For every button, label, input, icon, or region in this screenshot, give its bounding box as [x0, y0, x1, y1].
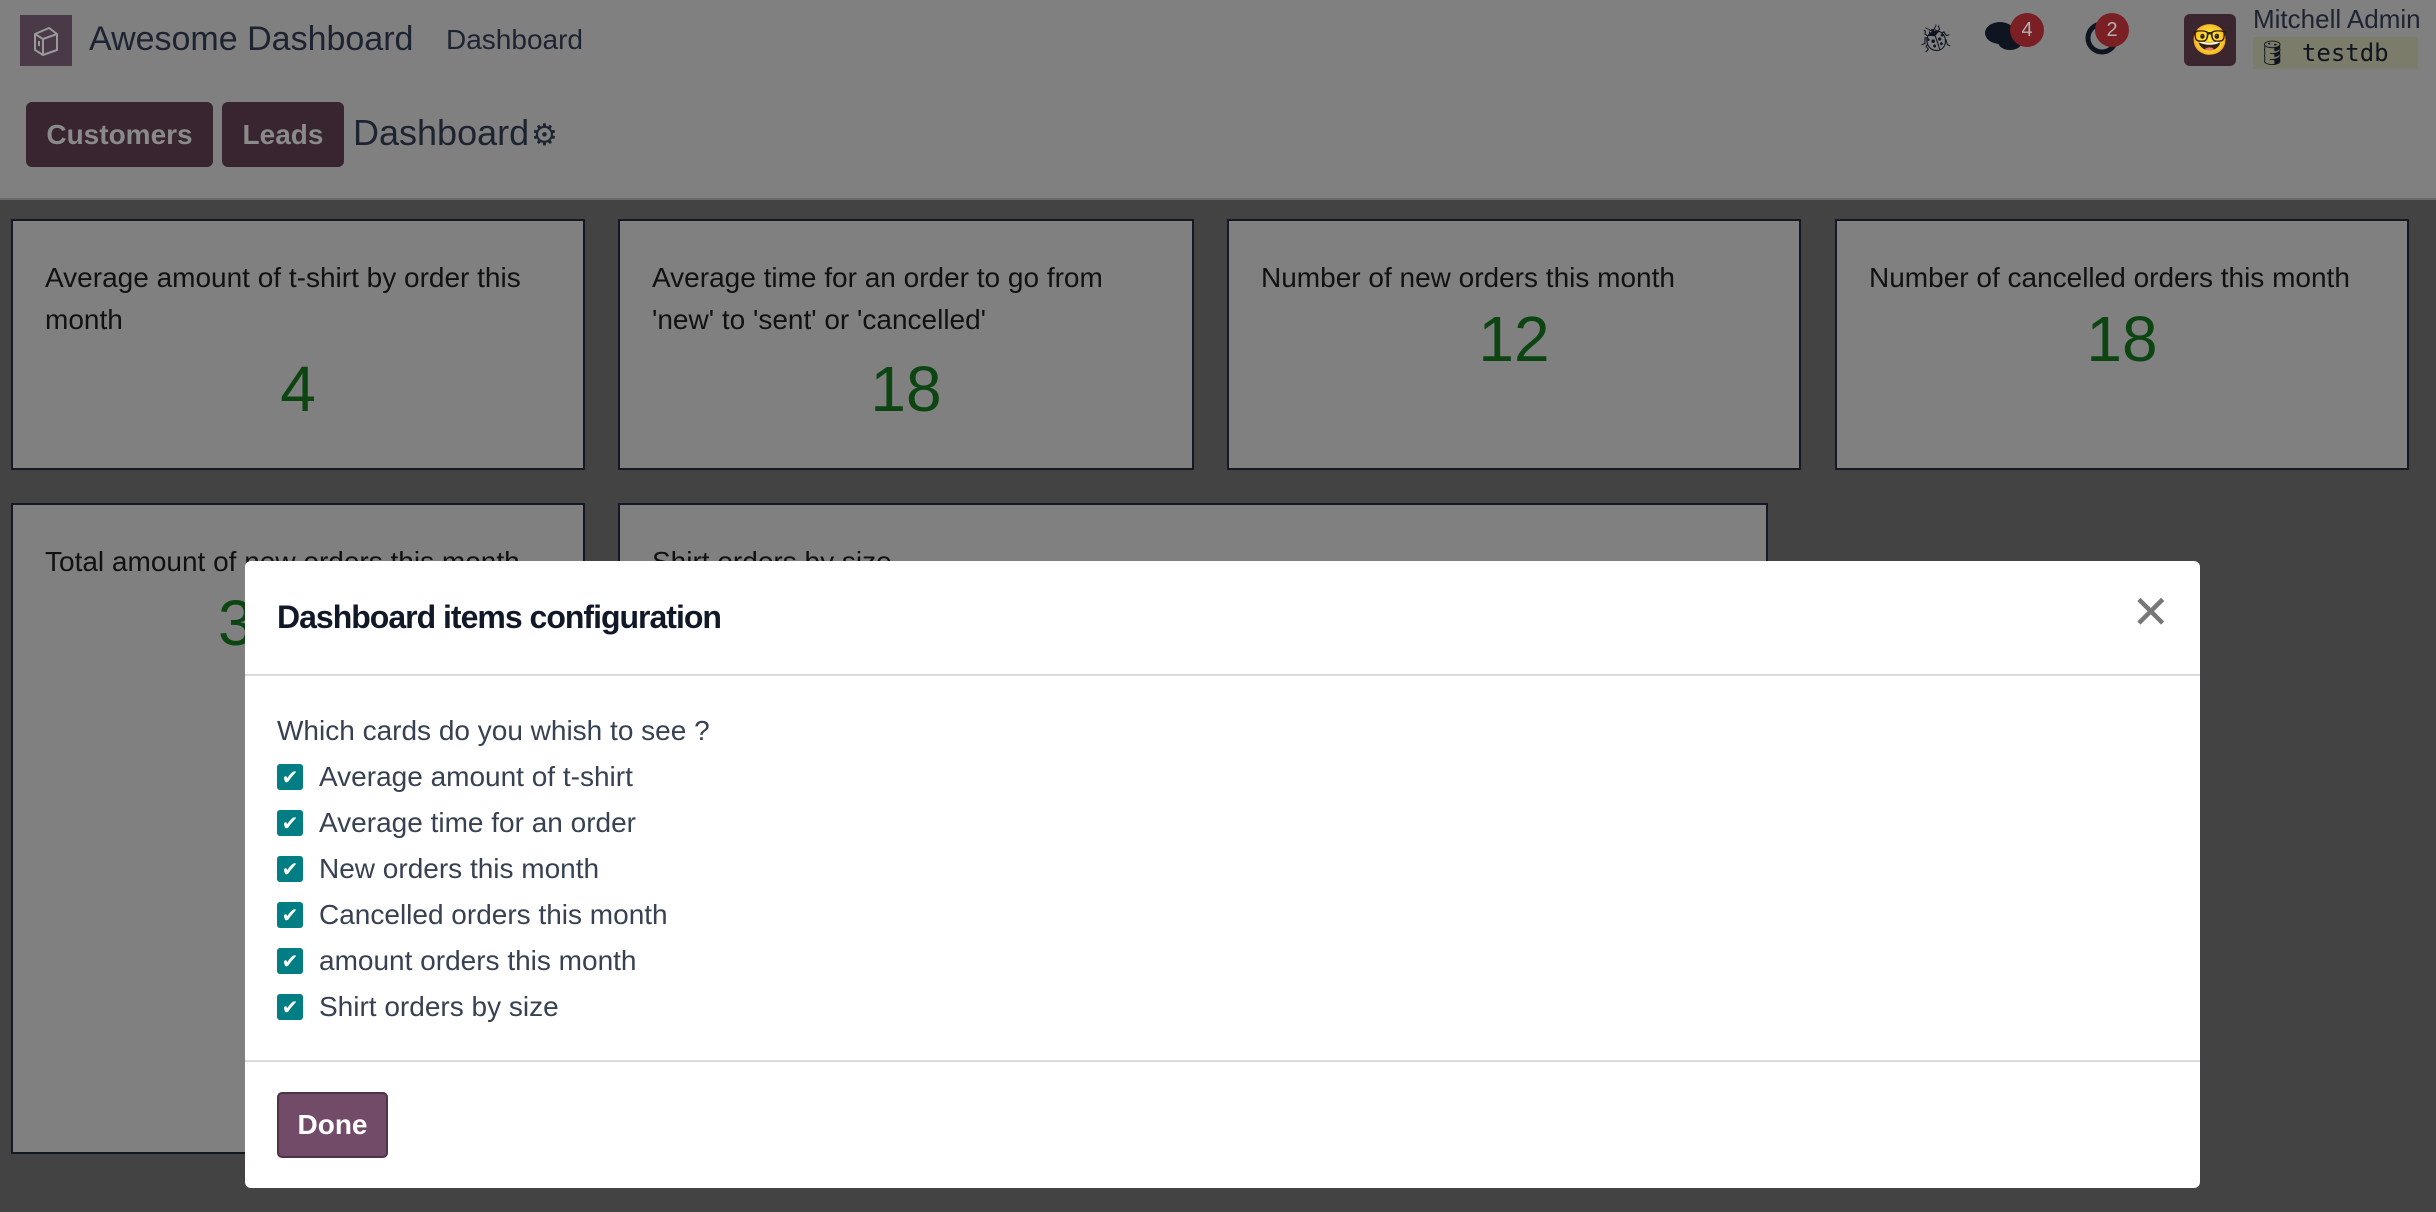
breadcrumb: Dashboard [353, 112, 530, 153]
avatar[interactable]: 🤓 [2184, 14, 2236, 66]
option-label[interactable]: New orders this month [319, 853, 600, 884]
database-icon: 🛢︎ [2257, 39, 2288, 67]
database-badge: 🛢︎ testdb [2253, 37, 2418, 69]
navbar: Awesome Dashboard Dashboard 🐞︎ 4 2 🤓 Mit… [0, 0, 2436, 80]
option-row[interactable]: ✔ Shirt orders by size [277, 984, 2168, 1030]
database-name: testdb [2301, 39, 2389, 67]
option-row[interactable]: ✔ Average time for an order [277, 800, 2168, 846]
option-row[interactable]: ✔ amount orders this month [277, 938, 2168, 984]
card-value: 12 [1478, 303, 1550, 375]
option-row[interactable]: ✔ Cancelled orders this month [277, 892, 2168, 938]
activities-badge: 2 [2095, 13, 2129, 47]
card-avg-tshirt: Average amount of t-shirt by order this … [11, 219, 585, 470]
control-panel [0, 80, 2436, 200]
dialog-footer: Done [245, 1060, 2200, 1188]
card-value: 18 [2086, 303, 2158, 375]
card-title: Number of cancelled orders this month [1869, 262, 2350, 293]
card-title: Average amount of t-shirt by order this … [45, 262, 521, 335]
option-label[interactable]: Average time for an order [319, 807, 636, 838]
bug-icon[interactable]: 🐞︎ [1918, 23, 1954, 54]
checkbox-checked-icon[interactable]: ✔ [277, 994, 303, 1020]
option-row[interactable]: ✔ New orders this month [277, 846, 2168, 892]
checkbox-checked-icon[interactable]: ✔ [277, 948, 303, 974]
checkbox-checked-icon[interactable]: ✔ [277, 902, 303, 928]
option-label[interactable]: Shirt orders by size [319, 991, 559, 1022]
dialog-body: Which cards do you whish to see ? ✔ Avera… [245, 676, 2200, 1060]
config-dialog: Dashboard items configuration ✕ Which ca… [245, 561, 2200, 1188]
option-label[interactable]: Cancelled orders this month [319, 899, 668, 930]
dialog-question: Which cards do you whish to see ? [277, 715, 710, 746]
checkbox-checked-icon[interactable]: ✔ [277, 856, 303, 882]
done-button[interactable]: Done [277, 1092, 388, 1158]
dialog-title: Dashboard items configuration [277, 599, 722, 635]
app-logo-icon[interactable] [20, 15, 72, 66]
leads-button[interactable]: Leads [222, 102, 344, 167]
gear-icon[interactable]: ⚙ [531, 119, 558, 152]
close-icon[interactable]: ✕ [2131, 586, 2170, 638]
option-row[interactable]: ✔ Average amount of t-shirt [277, 754, 2168, 800]
dialog-header: Dashboard items configuration ✕ [245, 561, 2200, 676]
messages-badge: 4 [2010, 13, 2044, 47]
user-name[interactable]: Mitchell Admin [2253, 4, 2421, 34]
option-label[interactable]: Average amount of t-shirt [319, 761, 633, 792]
card-value: 18 [870, 353, 942, 425]
card-cancelled-orders: Number of cancelled orders this month 18 [1835, 219, 2409, 470]
checkbox-checked-icon[interactable]: ✔ [277, 810, 303, 836]
card-title: Number of new orders this month [1261, 262, 1675, 293]
customers-button[interactable]: Customers [26, 102, 213, 167]
app-name[interactable]: Awesome Dashboard [89, 20, 414, 58]
card-avg-time: Average time for an order to go from 'ne… [618, 219, 1194, 470]
card-new-orders: Number of new orders this month 12 [1227, 219, 1801, 470]
menu-item-dashboard[interactable]: Dashboard [446, 24, 583, 55]
card-value: 4 [280, 353, 316, 425]
card-title: Average time for an order to go from 'ne… [652, 262, 1103, 335]
option-label[interactable]: amount orders this month [319, 945, 637, 976]
checkbox-checked-icon[interactable]: ✔ [277, 764, 303, 790]
